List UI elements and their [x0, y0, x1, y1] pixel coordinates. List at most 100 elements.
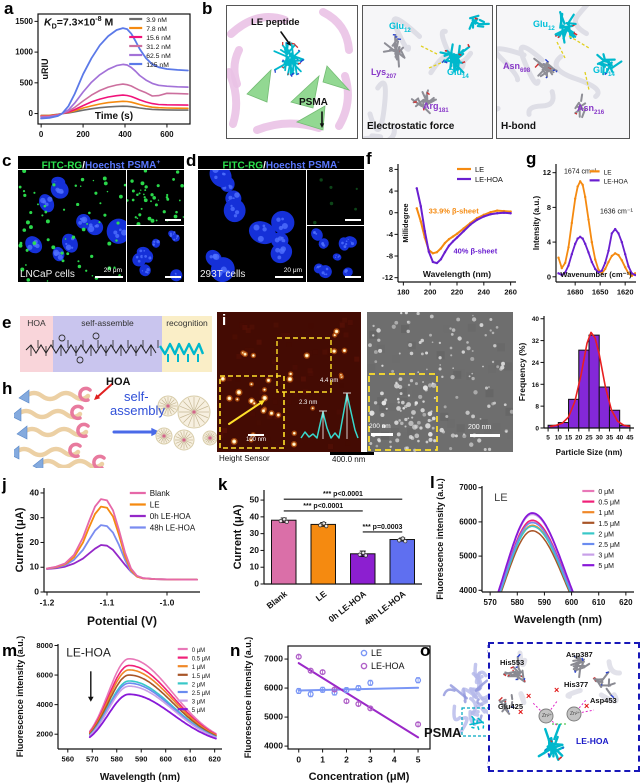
svg-text:40: 40 [532, 316, 540, 323]
svg-text:2 μM: 2 μM [192, 682, 205, 688]
svg-text:30: 30 [30, 512, 40, 522]
svg-text:2 μM: 2 μM [598, 531, 614, 538]
svg-text:0.5 μM: 0.5 μM [598, 500, 620, 507]
svg-text:5000: 5000 [264, 712, 283, 722]
svg-text:Blank: Blank [265, 589, 290, 611]
self-assemble-region: self-assemble [53, 316, 162, 372]
svg-text:LE-HOA: LE-HOA [475, 175, 503, 184]
afm-scale-label: 400.0 nm [332, 455, 366, 464]
svg-text:1 μM: 1 μM [598, 510, 614, 517]
svg-text:590: 590 [538, 598, 552, 607]
green-channel-image [127, 170, 184, 225]
scale-bar [345, 219, 361, 221]
residue-label: Arg181 [423, 101, 449, 114]
tem-scale-bar [470, 434, 500, 437]
residue-label: Asp387 [566, 650, 593, 659]
residue-label: Glu12 [533, 19, 555, 32]
chart-svg-a: 0 200 400 600 0 500 1000 1500 Time (s) uRIU 3.9 nM… [15, 13, 191, 139]
svg-text:0: 0 [34, 587, 39, 597]
svg-text:3 μM: 3 μM [192, 700, 205, 706]
svg-text:580: 580 [110, 755, 123, 764]
panel-letter-g: g [526, 149, 537, 168]
chart-svg-m: 560 570 580 590 600 610 620 2000 4000 6000 8000 Wav… [15, 636, 222, 783]
panel-letter-j: j [2, 475, 7, 494]
svg-text:40: 40 [250, 511, 260, 521]
scale-bar [345, 276, 361, 278]
svg-text:400: 400 [118, 130, 132, 139]
svg-text:50: 50 [250, 495, 260, 505]
svg-text:0h LE-HOA: 0h LE-HOA [150, 512, 192, 521]
svg-text:Fluorescence intensity (a.u.): Fluorescence intensity (a.u.) [435, 478, 445, 600]
panel-letter-e: e [2, 313, 12, 332]
residue-label: Asn216 [577, 103, 605, 116]
cell-line-caption: 293T cells [200, 269, 246, 280]
svg-text:Wavelength (nm): Wavelength (nm) [514, 614, 603, 626]
svg-text:5 μM: 5 μM [598, 563, 614, 570]
svg-text:610: 610 [184, 755, 197, 764]
hoa-region-label: HOA [27, 318, 46, 328]
svg-text:1 μM: 1 μM [192, 665, 205, 671]
svg-text:590: 590 [135, 755, 148, 764]
svg-text:25: 25 [585, 435, 593, 442]
svg-text:32: 32 [532, 338, 540, 345]
svg-text:3.9 nM: 3.9 nM [146, 17, 167, 24]
svg-text:5 μM: 5 μM [192, 708, 205, 714]
svg-text:LE: LE [314, 589, 329, 604]
svg-text:*** p<0.0001: *** p<0.0001 [303, 503, 343, 510]
svg-text:10: 10 [555, 435, 563, 442]
svg-text:30: 30 [596, 435, 604, 442]
active-site-zoom-box: His553 Asp387 His377 Asp453 Glu425 LE-HO… [488, 642, 640, 772]
tem-inset-scale-bar [371, 433, 393, 436]
height-sensor-label: Height Sensor [219, 454, 270, 463]
svg-text:0: 0 [547, 272, 551, 281]
interaction-x-mark: × [554, 685, 560, 695]
afm-inset-scale-label: 100 nm [246, 437, 267, 443]
svg-text:2.5 μM: 2.5 μM [192, 691, 210, 697]
residue-label: Glu12 [389, 21, 411, 34]
svg-text:15.6 nM: 15.6 nM [146, 35, 171, 42]
svg-text:Wavelength (nm): Wavelength (nm) [100, 772, 180, 783]
svg-text:8000: 8000 [36, 641, 53, 650]
panel-letter-c: c [2, 151, 12, 170]
svg-text:1: 1 [320, 755, 325, 765]
svg-text:1000: 1000 [15, 48, 33, 57]
svg-text:20: 20 [575, 435, 583, 442]
svg-text:8: 8 [535, 404, 539, 411]
panel-letter-l: l [430, 473, 435, 492]
zinc-ion-label: Zn²⁺ [570, 711, 581, 717]
zinc-ion-label: Zn²⁺ [542, 713, 553, 719]
svg-text:-1.1: -1.1 [100, 598, 115, 608]
spr-sensorgram-chart: 0 200 400 600 0 500 1000 1500 Time (s) uRIU 3.9 nM… [10, 4, 198, 142]
svg-text:3: 3 [368, 755, 373, 765]
hbond-box: Glu12 Asn698 Glu14 Asn216 H-bond [496, 5, 630, 139]
svg-text:570: 570 [483, 598, 497, 607]
svg-text:20: 20 [30, 537, 40, 547]
green-channel-image [307, 170, 364, 225]
le-peptide-label: LE peptide [251, 17, 300, 28]
svg-text:180: 180 [397, 288, 410, 297]
psma-status-label: PSMA [308, 160, 338, 172]
svg-text:LE: LE [371, 648, 382, 658]
svg-text:-8: -8 [386, 252, 393, 261]
svg-text:4000: 4000 [459, 586, 477, 595]
svg-text:2: 2 [344, 755, 349, 765]
svg-text:LE-HOA: LE-HOA [66, 646, 111, 660]
fitc-label: FITC-RG [41, 160, 83, 172]
scale-bar [275, 275, 303, 278]
svg-text:LE-HOA: LE-HOA [371, 661, 405, 671]
panel-letter-a: a [4, 0, 14, 18]
svg-text:Frequency (%): Frequency (%) [517, 343, 527, 402]
svg-text:1620: 1620 [617, 288, 634, 297]
svg-text:0: 0 [535, 426, 539, 433]
afm-image [217, 312, 361, 452]
svg-text:1636 cm⁻¹: 1636 cm⁻¹ [600, 209, 634, 216]
scale-bar [95, 275, 123, 278]
hoa-region: HOA [20, 316, 53, 372]
chemical-structure-graphic [25, 332, 205, 364]
panel-letter-o: o [420, 641, 431, 660]
cd-spectra-chart: 180 200 220 240 260 -12 -8 -4 0 4 8 Wavelength (nm)… [372, 156, 522, 298]
svg-text:16: 16 [532, 382, 540, 389]
dpv-bar-chart: 0 10 20 30 40 50 Current (μA) Blank LE 0h LE-HOA 4… [232, 480, 432, 632]
